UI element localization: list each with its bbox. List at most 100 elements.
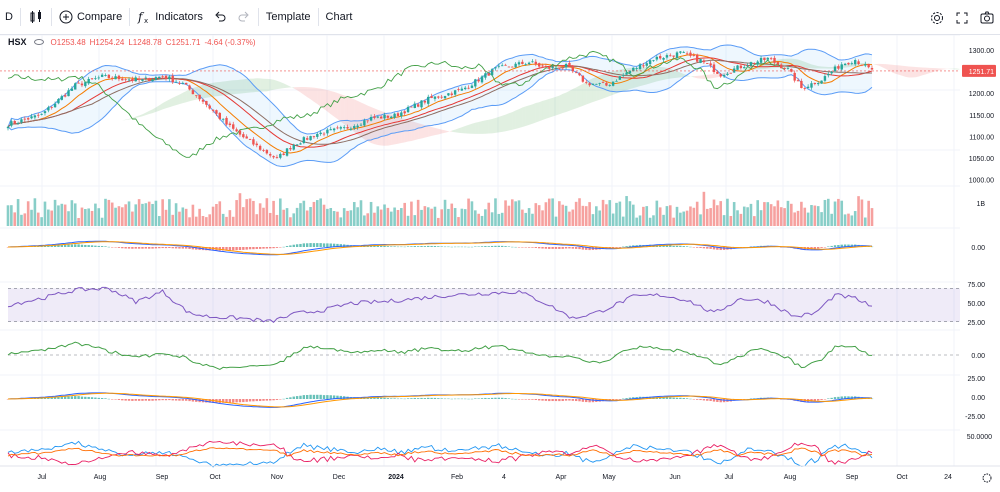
candle-body	[23, 118, 27, 120]
macd-hist-bar	[144, 247, 148, 249]
ichimoku-cloud-segment	[640, 67, 644, 87]
candle-body	[440, 96, 443, 98]
macd-hist-bar	[127, 399, 131, 401]
macd-hist-bar	[628, 245, 632, 247]
volume-bar	[208, 214, 212, 226]
macd-hist-bar	[561, 247, 564, 249]
volume-bar	[87, 208, 90, 226]
macd-hist-bar	[544, 247, 548, 249]
candle-body	[174, 81, 178, 83]
volume-bar	[104, 198, 107, 226]
volume-bar	[648, 217, 652, 226]
ichimoku-cloud-segment	[552, 96, 556, 117]
compare-button[interactable]: Compare	[54, 5, 127, 30]
candle-body	[558, 67, 561, 69]
volume-bar	[211, 206, 215, 226]
volume-bar	[739, 213, 743, 226]
candle-body	[507, 66, 511, 68]
candle-body	[810, 83, 813, 88]
macd-hist-bar	[312, 394, 316, 399]
macd-hist-bar	[413, 397, 416, 399]
macd-hist-bar	[238, 399, 242, 403]
undo-button[interactable]	[208, 5, 232, 30]
volume-bar	[379, 209, 383, 226]
chart-button[interactable]: Chart	[321, 5, 358, 30]
volume-bar	[373, 212, 376, 226]
eye-icon[interactable]	[33, 39, 44, 45]
volume-bar	[396, 209, 400, 226]
macd-hist-bar	[285, 397, 289, 399]
chart-type-button[interactable]	[23, 5, 49, 30]
candle-body	[40, 113, 43, 115]
ichimoku-cloud-segment	[280, 82, 284, 89]
candle-body	[84, 82, 87, 87]
ichimoku-cloud-segment	[434, 127, 439, 136]
ichimoku-cloud-segment	[297, 86, 301, 93]
settings-button[interactable]	[924, 5, 950, 30]
template-button[interactable]: Template	[261, 5, 316, 30]
volume-bar	[453, 208, 457, 226]
volume-bar	[793, 212, 796, 226]
macd2-tick-label: -25.00	[965, 414, 985, 421]
ichimoku-cloud-segment	[350, 98, 355, 132]
candle-body	[470, 85, 474, 88]
macd-hist-bar	[275, 399, 279, 400]
macd-hist-bar	[534, 399, 538, 401]
macd-hist-bar	[464, 246, 467, 248]
macd-hist-bar	[830, 245, 833, 247]
candle-body	[299, 143, 302, 145]
redo-button[interactable]	[232, 5, 256, 30]
volume-bar	[161, 199, 164, 226]
volume-bar	[759, 210, 763, 226]
macd-hist-bar	[749, 398, 753, 400]
fullscreen-button[interactable]	[950, 5, 974, 30]
volume-bar	[732, 202, 736, 226]
volume-bar	[315, 200, 319, 226]
macd-hist-bar	[830, 397, 833, 399]
macd-hist-bar	[97, 245, 100, 247]
macd-hist-bar	[524, 247, 527, 248]
interval-button[interactable]: D	[0, 5, 18, 30]
candle-body	[141, 79, 144, 81]
macd-hist-bar	[675, 245, 679, 247]
candle-body	[114, 76, 117, 80]
macd-hist-bar	[480, 246, 484, 247]
candle-body	[97, 77, 100, 79]
volume-bar	[463, 209, 467, 226]
volume-bar	[642, 206, 645, 226]
macd-hist-bar	[467, 246, 470, 248]
macd-hist-bar	[581, 247, 585, 250]
volume-bar	[638, 215, 642, 226]
macd-hist-bar	[823, 247, 827, 248]
volume-bar	[141, 203, 144, 226]
ichimoku-cloud-segment	[878, 63, 883, 68]
macd-hist-bar	[494, 397, 497, 399]
volume-bar	[60, 203, 64, 226]
ichimoku-cloud-segment	[646, 67, 651, 85]
candle-body	[390, 116, 393, 118]
candle-body	[107, 74, 111, 79]
ichimoku-cloud-segment	[502, 114, 506, 132]
volume-bar	[124, 204, 127, 226]
snapshot-button[interactable]	[974, 5, 1000, 30]
ichimoku-cloud-segment	[888, 64, 893, 73]
macd-hist-bar	[232, 399, 235, 403]
candle-body	[726, 73, 729, 75]
macd-hist-bar	[57, 396, 60, 399]
macd-hist-bar	[521, 247, 524, 248]
volume-bar	[605, 204, 608, 226]
candle-body	[306, 138, 309, 140]
macd-hist-bar	[504, 398, 507, 399]
ichimoku-cloud-segment	[324, 89, 328, 112]
macd-hist-bar	[403, 246, 406, 248]
macd-hist-bar	[490, 397, 494, 399]
ichimoku-cloud-segment	[125, 118, 130, 121]
macd-hist-bar	[386, 398, 390, 399]
ichimoku-cloud-segment	[387, 113, 392, 146]
symbol-name[interactable]: HSX	[8, 37, 27, 47]
macd-hist-bar	[272, 399, 275, 401]
volume-bar	[850, 215, 854, 226]
macd-hist-bar	[94, 245, 97, 247]
